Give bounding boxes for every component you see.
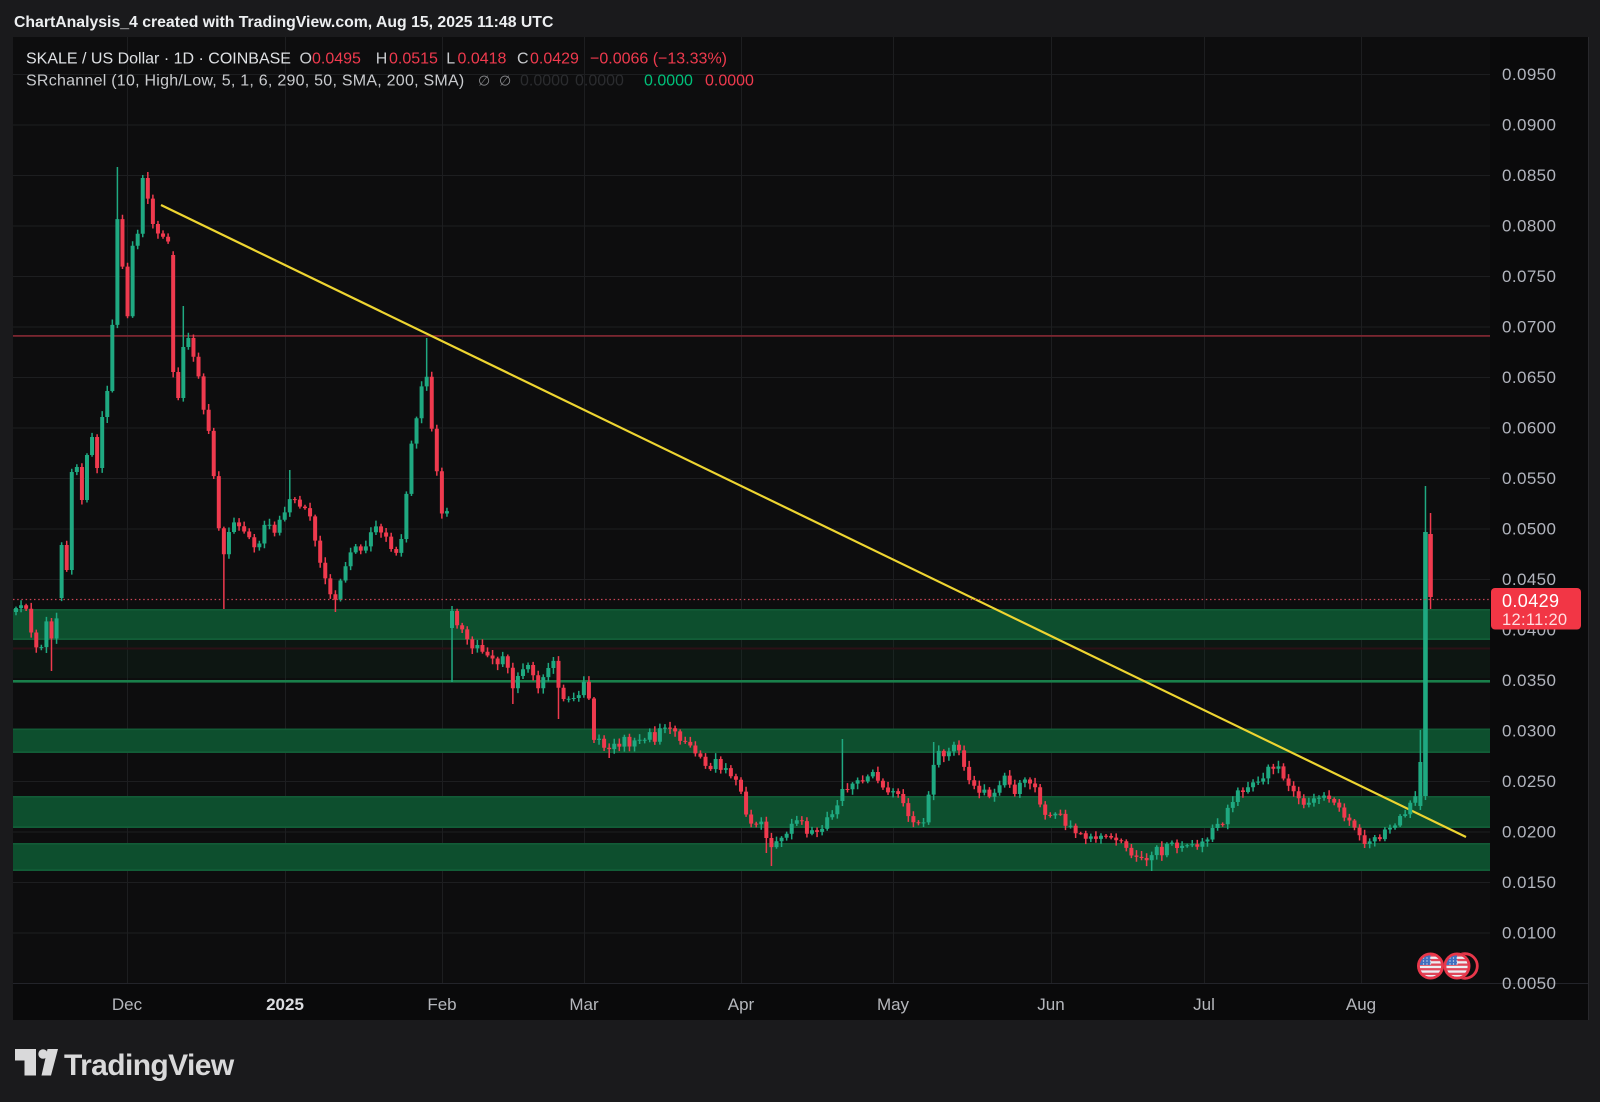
- svg-text:Apr: Apr: [728, 995, 755, 1014]
- svg-text:0.0000: 0.0000: [520, 73, 569, 90]
- svg-text:0.0100: 0.0100: [1502, 924, 1556, 943]
- svg-text:0.0000: 0.0000: [705, 73, 754, 90]
- svg-text:0.0850: 0.0850: [1502, 166, 1556, 185]
- svg-text:0.0418: 0.0418: [458, 51, 507, 68]
- svg-text:0.0050: 0.0050: [1502, 974, 1556, 993]
- svg-text:SKALE / US Dollar · 1D · COINB: SKALE / US Dollar · 1D · COINBASE: [26, 51, 291, 68]
- svg-text:L: L: [446, 51, 455, 68]
- svg-text:Mar: Mar: [569, 995, 599, 1014]
- svg-text:0.0900: 0.0900: [1502, 116, 1556, 135]
- svg-text:12:11:20: 12:11:20: [1502, 611, 1567, 629]
- svg-text:Jul: Jul: [1193, 995, 1215, 1014]
- svg-text:0.0600: 0.0600: [1502, 419, 1556, 438]
- svg-text:Aug: Aug: [1346, 995, 1376, 1014]
- svg-text:−0.0066 (−13.33%): −0.0066 (−13.33%): [590, 51, 727, 68]
- svg-text:0.0350: 0.0350: [1502, 671, 1556, 690]
- svg-text:0.0550: 0.0550: [1502, 469, 1556, 488]
- svg-text:O: O: [300, 51, 312, 68]
- svg-text:0.0450: 0.0450: [1502, 570, 1556, 589]
- svg-text:0.0500: 0.0500: [1502, 520, 1556, 539]
- svg-text:0.0429: 0.0429: [1502, 591, 1559, 611]
- svg-text:0.0515: 0.0515: [389, 51, 438, 68]
- svg-text:0.0250: 0.0250: [1502, 772, 1556, 791]
- svg-text:SRchannel (10, High/Low, 5, 1,: SRchannel (10, High/Low, 5, 1, 6, 290, 5…: [26, 73, 464, 90]
- svg-text:0.0000: 0.0000: [644, 73, 693, 90]
- svg-text:0.0495: 0.0495: [312, 51, 361, 68]
- svg-text:0.0300: 0.0300: [1502, 722, 1556, 741]
- svg-text:May: May: [877, 995, 910, 1014]
- svg-text:ChartAnalysis_4 created with T: ChartAnalysis_4 created with TradingView…: [14, 14, 553, 31]
- svg-text:0.0200: 0.0200: [1502, 823, 1556, 842]
- svg-text:0.0750: 0.0750: [1502, 267, 1556, 286]
- svg-text:∅: ∅: [478, 73, 490, 89]
- svg-text:0.0700: 0.0700: [1502, 318, 1556, 337]
- svg-text:2025: 2025: [266, 995, 304, 1014]
- svg-text:0.0800: 0.0800: [1502, 217, 1556, 236]
- svg-text:0.0429: 0.0429: [530, 51, 579, 68]
- svg-text:∅: ∅: [499, 73, 511, 89]
- svg-text:0.0950: 0.0950: [1502, 65, 1556, 84]
- svg-text:Dec: Dec: [112, 995, 143, 1014]
- svg-text:0.0650: 0.0650: [1502, 368, 1556, 387]
- svg-text:0.0000: 0.0000: [575, 73, 624, 90]
- svg-text:0.0150: 0.0150: [1502, 873, 1556, 892]
- svg-text:Feb: Feb: [427, 995, 456, 1014]
- svg-text:Jun: Jun: [1037, 995, 1064, 1014]
- svg-text:C: C: [517, 51, 529, 68]
- svg-text:H: H: [376, 51, 388, 68]
- svg-text:TradingView: TradingView: [64, 1049, 235, 1082]
